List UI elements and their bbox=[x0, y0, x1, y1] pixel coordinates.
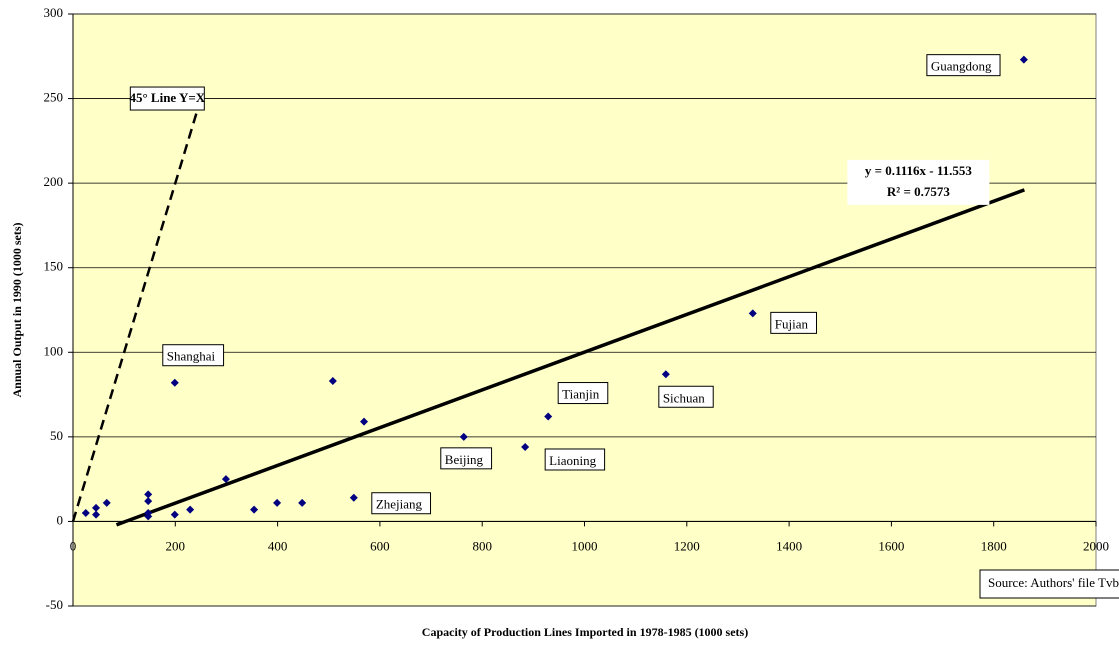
x-tick-label: 1600 bbox=[878, 538, 904, 553]
point-label: Fujian bbox=[775, 316, 809, 331]
trendline-r2: R² = 0.7573 bbox=[887, 184, 950, 199]
point-label-box bbox=[658, 385, 714, 408]
data-point bbox=[298, 498, 307, 507]
point-label-group: Sichuan bbox=[658, 385, 714, 408]
data-point bbox=[144, 490, 153, 499]
point-label-group: Zhejiang bbox=[371, 492, 432, 515]
data-point bbox=[92, 510, 101, 519]
y-tick-label: 150 bbox=[44, 259, 64, 274]
y-tick-label: 250 bbox=[44, 90, 64, 105]
x-tick-label: 1800 bbox=[981, 538, 1007, 553]
data-point bbox=[250, 505, 259, 514]
y-tick-label: -50 bbox=[46, 597, 63, 612]
data-point bbox=[1019, 55, 1028, 64]
x-axis-title: Capacity of Production Lines Imported in… bbox=[422, 625, 748, 639]
y-axis-title: Annual Output in 1990 (1000 sets) bbox=[10, 222, 24, 397]
data-point bbox=[459, 432, 468, 441]
x-tick-label: 1400 bbox=[776, 538, 802, 553]
point-label-box bbox=[440, 447, 493, 470]
point-label: Beijing bbox=[445, 452, 484, 467]
reference-line bbox=[71, 106, 200, 522]
y-tick-label: 100 bbox=[44, 343, 64, 358]
point-label-box bbox=[770, 311, 818, 334]
point-label-box bbox=[544, 448, 606, 471]
data-point bbox=[360, 417, 369, 426]
point-label-group: Shanghai bbox=[162, 344, 225, 367]
point-label-group: Tianjin bbox=[557, 382, 609, 405]
point-label: Zhejiang bbox=[376, 497, 423, 512]
data-point bbox=[521, 443, 530, 452]
data-point bbox=[170, 510, 179, 519]
point-label: Liaoning bbox=[549, 453, 596, 468]
point-label: Tianjin bbox=[562, 387, 600, 402]
data-point bbox=[273, 498, 282, 507]
data-point bbox=[144, 512, 153, 521]
point-label: Guangdong bbox=[931, 59, 992, 74]
point-label-box bbox=[926, 54, 1001, 77]
data-point bbox=[186, 505, 195, 514]
y-tick-label: 50 bbox=[50, 428, 63, 443]
point-label: Shanghai bbox=[167, 349, 216, 364]
data-point bbox=[92, 503, 101, 512]
x-tick-label: 200 bbox=[166, 538, 186, 553]
reference-line-label-box bbox=[129, 86, 205, 111]
data-point bbox=[81, 508, 90, 517]
data-point bbox=[102, 498, 111, 507]
y-tick-label: 300 bbox=[44, 5, 64, 20]
data-point bbox=[144, 497, 153, 506]
data-point bbox=[544, 412, 553, 421]
point-label-group: Beijing bbox=[440, 447, 493, 470]
reference-line-label: 45° Line Y=X bbox=[129, 90, 205, 105]
data-point bbox=[748, 309, 757, 318]
point-label-box bbox=[557, 382, 609, 405]
x-tick-label: 600 bbox=[370, 538, 390, 553]
x-tick-label: 1200 bbox=[674, 538, 700, 553]
trendline bbox=[115, 188, 1025, 527]
point-label-box bbox=[162, 344, 225, 367]
point-label-group: Fujian bbox=[770, 311, 818, 334]
x-tick-label: 0 bbox=[70, 538, 77, 553]
point-label: Sichuan bbox=[663, 390, 705, 405]
data-point bbox=[328, 377, 337, 386]
data-point bbox=[221, 475, 230, 484]
data-point bbox=[661, 370, 670, 379]
x-tick-label: 800 bbox=[472, 538, 492, 553]
trendline-equation: y = 0.1116x - 11.553 bbox=[865, 163, 973, 178]
point-label-group: Guangdong bbox=[926, 54, 1001, 77]
y-tick-label: 0 bbox=[57, 512, 64, 527]
source-note: Source: Authors' file Tvbyprov.042605 bbox=[988, 575, 1119, 590]
x-tick-label: 400 bbox=[268, 538, 288, 553]
point-label-box bbox=[371, 492, 432, 515]
data-point bbox=[349, 493, 358, 502]
x-tick-label: 1000 bbox=[572, 538, 598, 553]
x-tick-label: 2000 bbox=[1083, 538, 1109, 553]
source-box bbox=[979, 569, 1119, 599]
y-tick-label: 200 bbox=[44, 174, 64, 189]
point-label-group: Liaoning bbox=[544, 448, 606, 471]
data-point bbox=[170, 378, 179, 387]
plot-area bbox=[72, 13, 1097, 607]
trendline-label-box bbox=[847, 159, 990, 205]
